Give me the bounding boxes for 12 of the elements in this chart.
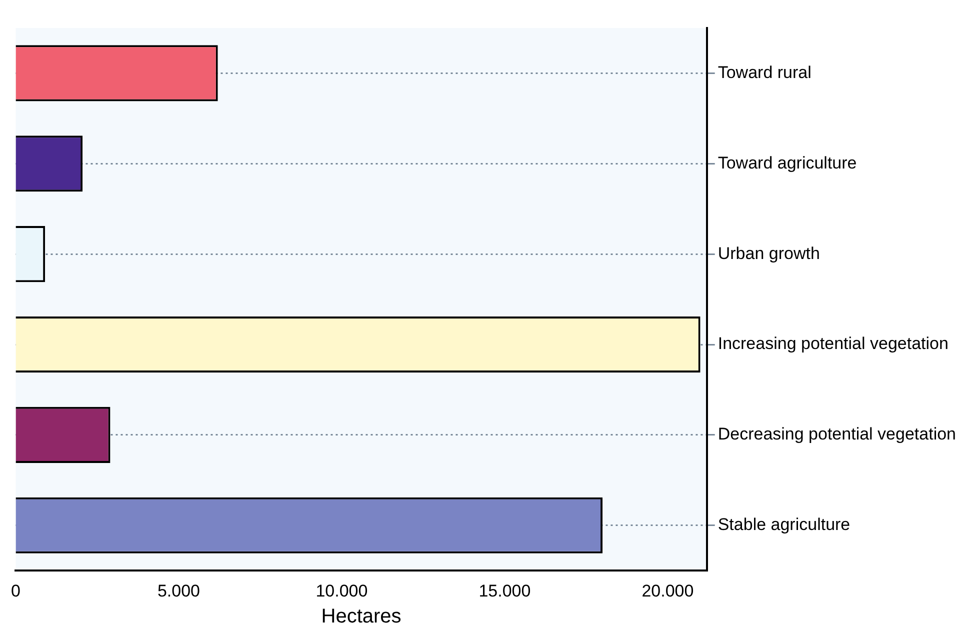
y-tick-label: Stable agriculture xyxy=(718,515,850,534)
x-tick-label: 5.000 xyxy=(157,581,200,600)
y-tick-label: Decreasing potential vegetation xyxy=(718,424,956,444)
y-tick-label: Toward agriculture xyxy=(718,153,857,172)
x-tick-label: 15.000 xyxy=(478,581,531,600)
x-axis-title: Hectares xyxy=(321,606,402,628)
x-tick-label: 20.000 xyxy=(642,581,694,600)
x-tick-label: 10.000 xyxy=(316,581,368,600)
y-tick-label: Increasing potential vegetation xyxy=(718,334,948,354)
y-tick-label: Urban growth xyxy=(718,244,820,263)
y-tick-label: Toward rural xyxy=(718,62,812,82)
x-tick-label: 0 xyxy=(10,581,20,600)
